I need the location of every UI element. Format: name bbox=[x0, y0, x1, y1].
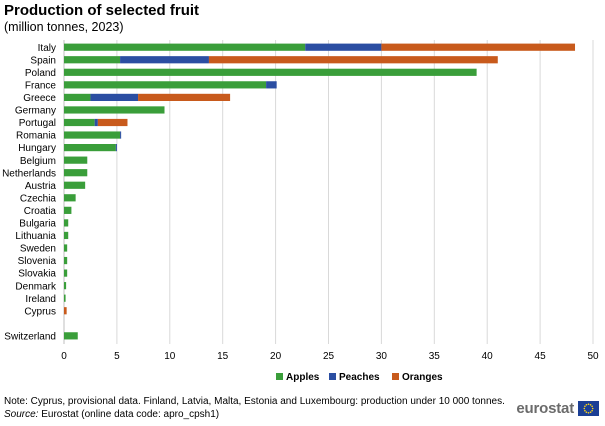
bar-peaches bbox=[266, 81, 277, 89]
bar-peaches bbox=[120, 56, 209, 64]
bar-apples bbox=[64, 231, 69, 240]
category-label: Cyprus bbox=[24, 306, 56, 317]
chart-source: Source: Eurostat (online data code: apro… bbox=[4, 409, 219, 420]
legend-swatch-apples bbox=[276, 373, 283, 380]
category-label: Portugal bbox=[19, 118, 56, 129]
category-label: Hungary bbox=[18, 143, 56, 154]
category-label: Lithuania bbox=[15, 231, 56, 242]
category-label: Switzerland bbox=[4, 331, 56, 342]
eurostat-logo: eurostat bbox=[516, 400, 599, 417]
bar-apples bbox=[64, 68, 477, 76]
bar-peaches bbox=[120, 131, 122, 139]
x-tick-label: 5 bbox=[114, 351, 120, 362]
category-label: Czechia bbox=[20, 193, 57, 204]
x-tick-label: 15 bbox=[217, 351, 229, 362]
bar-apples bbox=[64, 43, 306, 51]
bar-peaches bbox=[90, 93, 139, 101]
legend-label-peaches: Peaches bbox=[339, 372, 380, 383]
chart-subtitle: (million tonnes, 2023) bbox=[4, 20, 124, 34]
x-tick-label: 50 bbox=[587, 351, 599, 362]
bar-apples bbox=[64, 144, 116, 152]
x-tick-label: 0 bbox=[61, 351, 67, 362]
bar-apples bbox=[64, 244, 68, 252]
bar-apples bbox=[64, 206, 72, 214]
category-label: Italy bbox=[38, 43, 56, 54]
category-label: Poland bbox=[25, 68, 56, 79]
bar-oranges bbox=[97, 118, 128, 127]
category-label: Bulgaria bbox=[19, 219, 56, 230]
x-tick-label: 30 bbox=[376, 351, 388, 362]
x-tick-label: 25 bbox=[323, 351, 335, 362]
bar-oranges bbox=[64, 307, 67, 315]
legend-swatch-peaches bbox=[329, 373, 336, 380]
category-label: Ireland bbox=[25, 294, 56, 305]
x-tick-label: 20 bbox=[270, 351, 282, 362]
category-label: Denmark bbox=[15, 281, 57, 292]
bar-oranges bbox=[381, 43, 576, 51]
source-label: Source: bbox=[4, 409, 39, 420]
category-label: France bbox=[25, 80, 57, 91]
legend-label-oranges: Oranges bbox=[402, 372, 443, 383]
bar-apples bbox=[64, 156, 88, 164]
bar-apples bbox=[64, 93, 91, 101]
category-label: Austria bbox=[25, 181, 57, 192]
x-tick-label: 45 bbox=[535, 351, 547, 362]
category-label: Slovenia bbox=[18, 256, 57, 267]
category-label: Germany bbox=[15, 106, 56, 117]
category-label: Greece bbox=[23, 93, 56, 104]
bar-apples bbox=[64, 294, 66, 302]
category-label: Sweden bbox=[20, 244, 56, 255]
category-label: Romania bbox=[16, 131, 56, 142]
category-label: Spain bbox=[30, 55, 56, 66]
bar-apples bbox=[64, 269, 68, 277]
source-text: Eurostat (online data code: apro_cpsh1) bbox=[38, 409, 220, 420]
bar-peaches bbox=[305, 43, 382, 51]
chart-note: Note: Cyprus, provisional data. Finland,… bbox=[4, 396, 505, 407]
bar-apples bbox=[64, 256, 68, 265]
bar-apples bbox=[64, 282, 67, 290]
bar-apples bbox=[64, 81, 267, 89]
bar-oranges bbox=[138, 93, 231, 101]
chart-title: Production of selected fruit bbox=[4, 2, 200, 19]
bar-apples bbox=[64, 56, 121, 64]
category-label: Netherlands bbox=[2, 168, 56, 179]
bar-apples bbox=[64, 118, 95, 127]
legend-swatch-oranges bbox=[392, 373, 399, 380]
bar-apples bbox=[64, 131, 121, 139]
bar-oranges bbox=[208, 56, 498, 64]
x-tick-label: 40 bbox=[482, 351, 494, 362]
eu-flag-icon bbox=[578, 401, 599, 416]
bar-apples bbox=[64, 332, 78, 340]
x-tick-label: 10 bbox=[164, 351, 176, 362]
eurostat-logo-text: eurostat bbox=[516, 400, 574, 417]
bar-apples bbox=[64, 106, 165, 114]
bar-apples bbox=[64, 219, 69, 227]
bar-peaches bbox=[115, 144, 117, 152]
legend-label-apples: Apples bbox=[286, 372, 320, 383]
category-label: Croatia bbox=[24, 206, 57, 217]
bar-peaches bbox=[94, 118, 98, 127]
category-label: Belgium bbox=[20, 156, 56, 167]
bar-apples bbox=[64, 169, 88, 177]
x-tick-label: 35 bbox=[429, 351, 441, 362]
bar-apples bbox=[64, 181, 86, 189]
bar-apples bbox=[64, 194, 76, 202]
category-label: Slovakia bbox=[18, 269, 56, 280]
